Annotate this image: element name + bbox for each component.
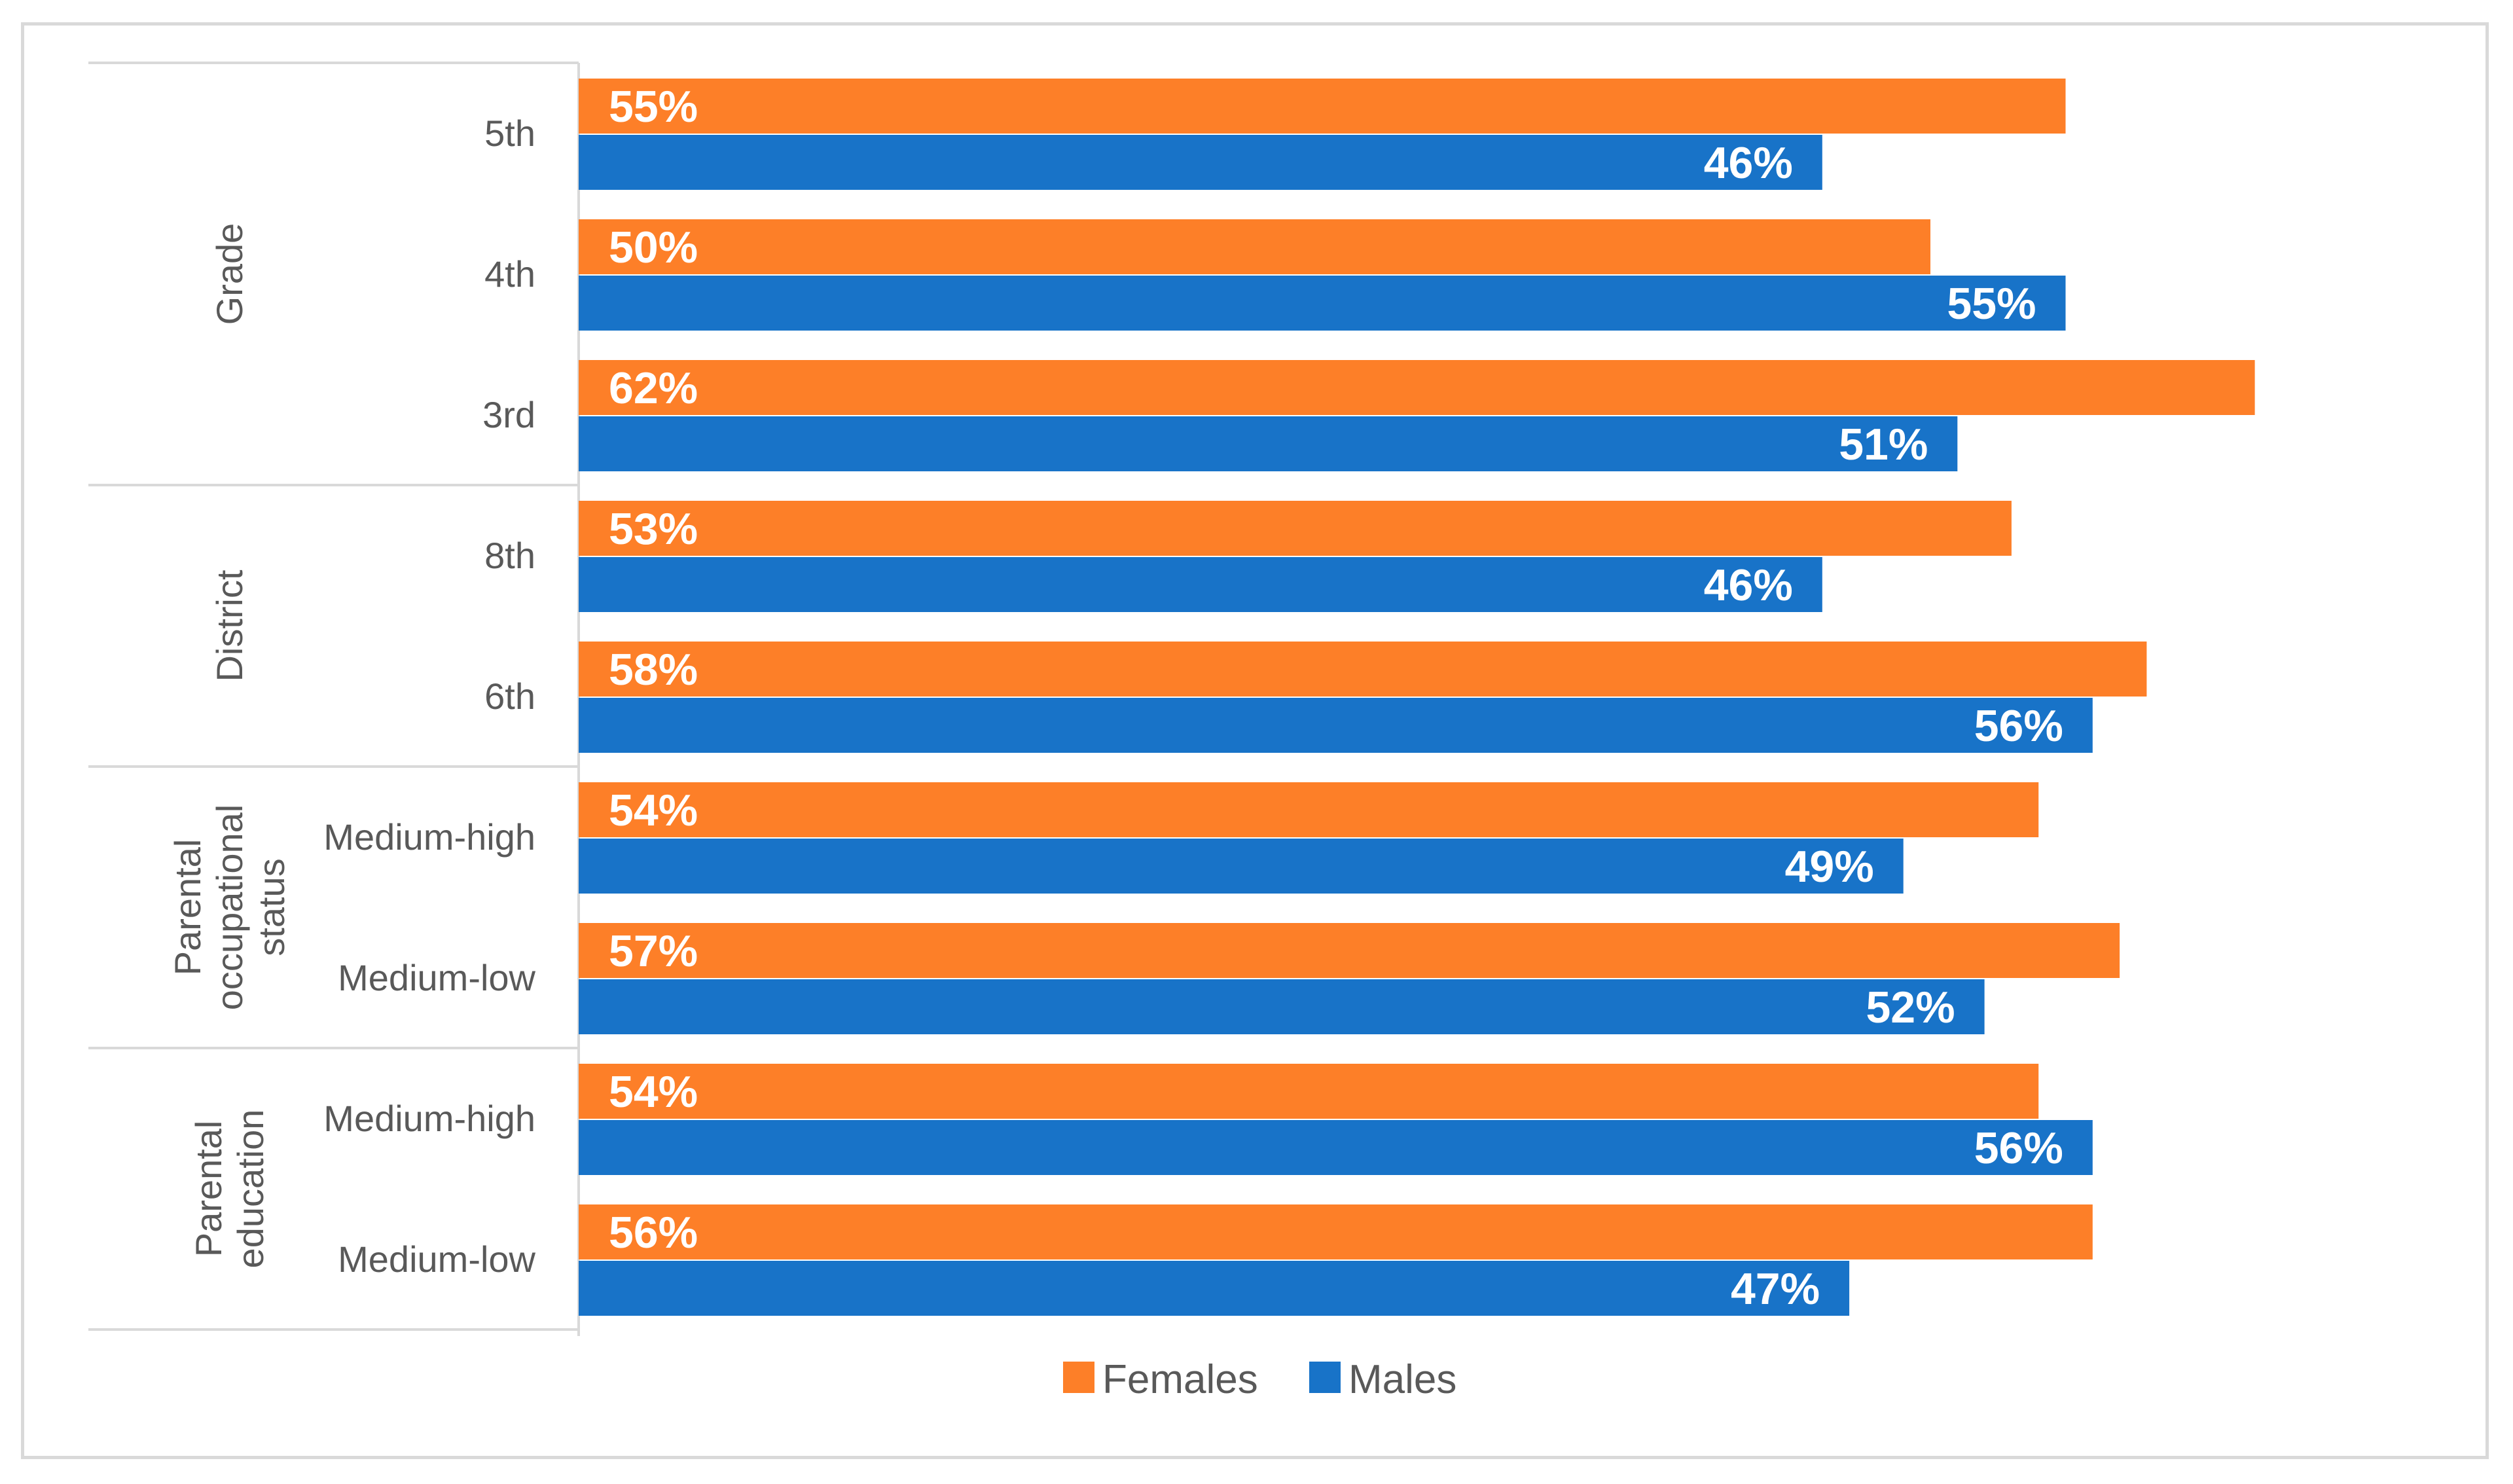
bar-males bbox=[579, 839, 1904, 894]
category-label: 6th bbox=[484, 676, 535, 717]
data-label-females: 50% bbox=[609, 223, 698, 272]
group-label-3: Parentaleducation bbox=[188, 1110, 271, 1269]
group-label-line: Parental bbox=[188, 1121, 229, 1258]
category-label: 8th bbox=[484, 535, 535, 576]
bar-females bbox=[579, 79, 2066, 134]
data-label-females: 54% bbox=[609, 1067, 698, 1117]
data-label-males: 46% bbox=[1704, 560, 1793, 610]
data-label-males: 56% bbox=[1974, 1123, 2063, 1173]
bar-males bbox=[579, 557, 1822, 612]
bar-females bbox=[579, 923, 2120, 978]
bar-females bbox=[579, 1204, 2093, 1259]
bar-females bbox=[579, 219, 1930, 274]
category-label: 4th bbox=[484, 253, 535, 295]
data-label-females: 53% bbox=[609, 504, 698, 554]
data-label-females: 54% bbox=[609, 786, 698, 835]
data-label-males: 52% bbox=[1866, 983, 1955, 1032]
bar-males bbox=[579, 135, 1822, 190]
data-label-females: 56% bbox=[609, 1208, 698, 1258]
data-label-females: 62% bbox=[609, 363, 698, 413]
bar-females bbox=[579, 642, 2147, 697]
group-label-0: Grade bbox=[209, 223, 250, 325]
group-label-line: occupational bbox=[209, 805, 250, 1010]
category-label: 3rd bbox=[482, 394, 535, 435]
group-label-2: Parentaloccupationalstatus bbox=[167, 805, 292, 1010]
data-label-males: 56% bbox=[1974, 701, 2063, 751]
category-label: Medium-low bbox=[338, 1239, 535, 1280]
group-label-line: Parental bbox=[167, 839, 208, 976]
group-label-line: Grade bbox=[209, 223, 250, 325]
bar-males bbox=[579, 698, 2093, 753]
category-label: Medium-high bbox=[323, 816, 535, 858]
data-label-males: 51% bbox=[1839, 420, 1928, 469]
legend-swatch-males bbox=[1309, 1362, 1341, 1393]
data-label-males: 55% bbox=[1947, 279, 2036, 329]
bar-males bbox=[579, 416, 1958, 471]
group-label-line: status bbox=[251, 858, 292, 956]
bar-males bbox=[579, 979, 1985, 1034]
bar-males bbox=[579, 276, 2066, 331]
bar-females bbox=[579, 501, 2012, 556]
bar-males bbox=[579, 1261, 1850, 1316]
bar-females bbox=[579, 782, 2039, 837]
bar-males bbox=[579, 1120, 2093, 1175]
data-label-females: 57% bbox=[609, 926, 698, 976]
group-label-line: District bbox=[209, 570, 250, 682]
data-label-males: 49% bbox=[1785, 842, 1874, 892]
legend-swatch-females bbox=[1063, 1362, 1094, 1393]
data-label-females: 58% bbox=[609, 645, 698, 695]
data-label-females: 55% bbox=[609, 82, 698, 132]
bar-females bbox=[579, 360, 2255, 415]
category-label: 5th bbox=[484, 113, 535, 154]
bar-females bbox=[579, 1064, 2039, 1119]
legend-label-males: Males bbox=[1348, 1357, 1456, 1402]
group-label-1: District bbox=[209, 570, 250, 682]
legend-label-females: Females bbox=[1102, 1357, 1258, 1402]
data-label-males: 46% bbox=[1704, 138, 1793, 188]
group-label-line: education bbox=[230, 1110, 271, 1269]
category-label: Medium-low bbox=[338, 957, 535, 998]
data-label-males: 47% bbox=[1731, 1264, 1820, 1314]
category-label: Medium-high bbox=[323, 1098, 535, 1139]
